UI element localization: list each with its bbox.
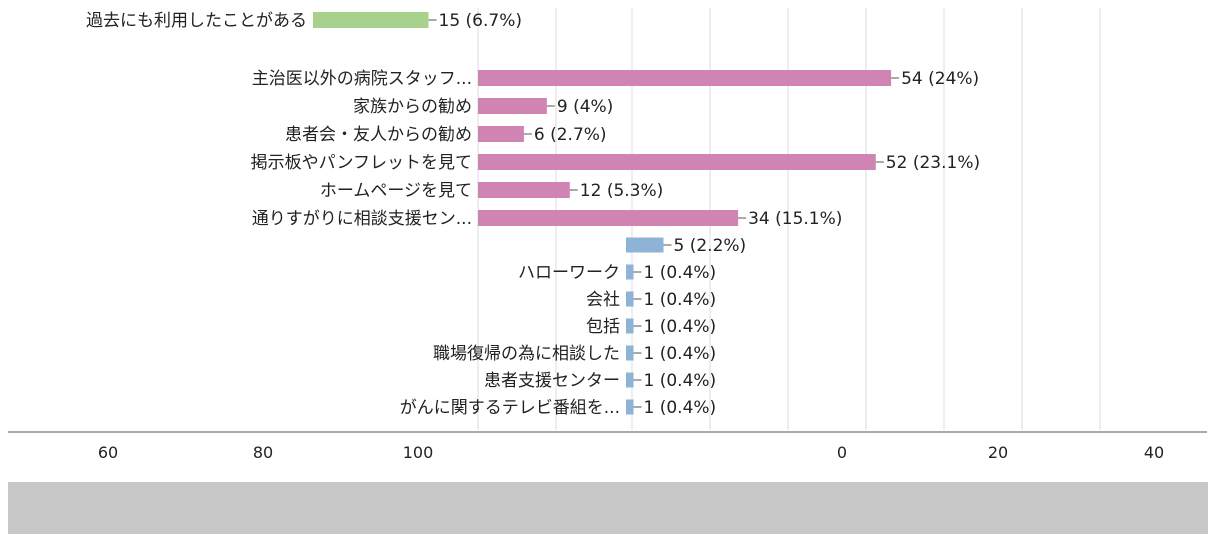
category-label: 患者支援センター [484, 371, 620, 391]
tick-label: 60 [98, 443, 118, 462]
bar [478, 70, 892, 86]
category-label: ハローワーク [518, 263, 620, 283]
data-label: 1 (0.4%) [644, 371, 717, 391]
data-label: 6 (2.7%) [534, 125, 607, 145]
category-label: がんに関するテレビ番組を... [400, 398, 620, 418]
bar [626, 372, 634, 388]
data-label: 5 (2.2%) [674, 236, 747, 256]
bar [626, 345, 634, 361]
data-label: 12 (5.3%) [580, 181, 664, 201]
category-label: 過去にも利用したことがある [86, 11, 307, 31]
bar [626, 291, 634, 307]
data-label: 15 (6.7%) [439, 11, 523, 31]
data-label: 52 (23.1%) [886, 153, 980, 173]
category-label: 家族からの勧め [353, 97, 472, 117]
tick-label: 100 [403, 443, 434, 462]
data-label: 1 (0.4%) [644, 398, 717, 418]
data-label: 1 (0.4%) [644, 290, 717, 310]
tick-label: 40 [1144, 443, 1164, 462]
bar [478, 126, 524, 142]
category-label: 職場復帰の為に相談した [433, 344, 620, 364]
data-label: 9 (4%) [557, 97, 613, 117]
bar [626, 399, 634, 415]
bar [626, 237, 664, 253]
category-label: 掲示板やパンフレットを見て [251, 153, 472, 173]
bar [626, 318, 634, 334]
bar [478, 210, 739, 226]
category-label: 包括 [586, 317, 620, 337]
tick-label: 20 [988, 443, 1008, 462]
category-label: 会社 [586, 290, 620, 310]
tick-label: 80 [253, 443, 273, 462]
category-label: ホームページを見て [320, 181, 472, 201]
bar [313, 12, 429, 28]
bar [478, 154, 876, 170]
bar [478, 182, 570, 198]
footer-panel [8, 482, 1208, 534]
bar [478, 98, 547, 114]
data-label: 54 (24%) [901, 69, 979, 89]
data-label: 34 (15.1%) [748, 209, 842, 229]
category-label: 通りすがりに相談支援セン... [252, 209, 472, 229]
category-label: 患者会・友人からの勧め [285, 125, 472, 145]
data-label: 1 (0.4%) [644, 317, 717, 337]
data-label: 1 (0.4%) [644, 344, 717, 364]
bar [626, 264, 634, 280]
tick-label: 0 [837, 443, 847, 462]
category-label: 主治医以外の病院スタッフ... [252, 69, 472, 89]
data-label: 1 (0.4%) [644, 263, 717, 283]
